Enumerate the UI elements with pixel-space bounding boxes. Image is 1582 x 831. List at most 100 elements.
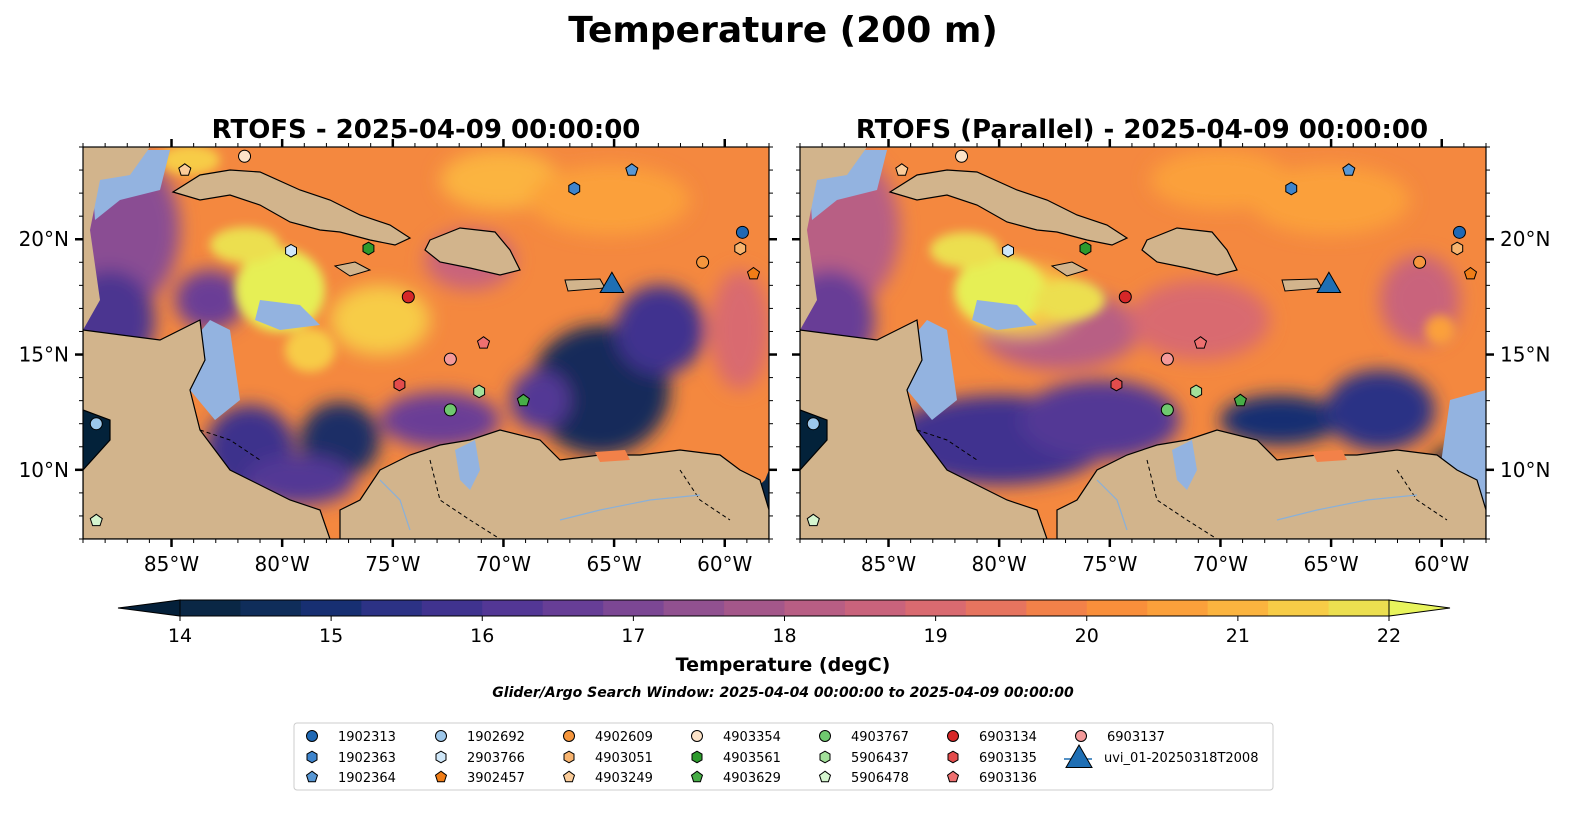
legend-marker xyxy=(818,770,832,783)
legend-entry-5906478: 5906478 xyxy=(818,770,909,786)
legend-entry-4903629: 4903629 xyxy=(690,770,781,786)
platform-marker-1902313 xyxy=(735,225,749,239)
colorbar-swatch xyxy=(905,600,967,616)
lon-tick-label: 60°W xyxy=(697,552,752,576)
land-cuba xyxy=(171,169,412,246)
legend-entry-4903561: 4903561 xyxy=(691,750,781,766)
lat-tick-label: 10°N xyxy=(1500,458,1550,482)
colorbar-swatch xyxy=(844,600,906,616)
legend-label: 3902457 xyxy=(467,771,525,786)
colorbar-swatch xyxy=(1026,600,1088,616)
platform-marker-2903766 xyxy=(285,243,297,258)
platform-marker-6903137 xyxy=(443,352,457,366)
platform-marker-4903767 xyxy=(443,403,457,417)
platform-marker-6903134 xyxy=(1118,290,1132,304)
legend-entry-4903354: 4903354 xyxy=(691,730,781,745)
platform-marker-3902457 xyxy=(746,266,761,280)
platform-marker-4903354 xyxy=(955,149,969,163)
lat-tick-label: 15°N xyxy=(19,343,69,367)
legend-entry-3902457: 3902457 xyxy=(434,770,525,786)
land-central-america xyxy=(83,319,331,539)
colorbar-swatch xyxy=(542,600,604,616)
legend-marker xyxy=(691,730,703,742)
legend-entry-1902364: 1902364 xyxy=(305,770,396,786)
platform-marker-4903561 xyxy=(1079,241,1092,256)
legend-label: 6903136 xyxy=(979,771,1037,786)
lon-tick-label: 65°W xyxy=(1303,552,1358,576)
colorbar-swatch xyxy=(180,600,241,616)
legend-marker xyxy=(1075,730,1087,742)
legend-entry-uvi_01: uvi_01-20250318T2008 xyxy=(1064,744,1258,768)
legend-label: 4903767 xyxy=(851,730,909,745)
legend-label: 4903051 xyxy=(595,751,653,766)
legend-entry-5906437: 5906437 xyxy=(819,750,909,766)
legend-marker xyxy=(946,770,960,783)
legend-label: 6903135 xyxy=(979,751,1037,766)
platform-marker-4903051 xyxy=(1451,241,1464,256)
platform-marker-uvi_01 xyxy=(1316,271,1342,293)
platform-marker-1902363 xyxy=(1285,181,1298,196)
map-field xyxy=(83,147,769,539)
land-central-america xyxy=(800,319,1048,539)
legend-marker xyxy=(819,750,831,764)
legend-label: 1902364 xyxy=(338,771,396,786)
colorbar-swatch xyxy=(784,600,846,616)
panel-title: RTOFS (Parallel) - 2025-04-09 00:00:00 xyxy=(856,115,1428,145)
legend-label: 4902609 xyxy=(595,730,653,745)
land-mexico xyxy=(83,147,150,330)
legend-label: 1902363 xyxy=(338,751,396,766)
lon-tick-label: 80°W xyxy=(972,552,1027,576)
legend-marker xyxy=(690,770,704,783)
colorbar-over-arrow xyxy=(1388,599,1451,617)
platform-marker-1902313 xyxy=(1452,225,1466,239)
land-hispaniola xyxy=(1141,227,1238,276)
legend-marker xyxy=(434,770,448,783)
lon-tick-label: 75°W xyxy=(365,552,420,576)
legend-marker xyxy=(435,730,447,742)
platform-marker-1902364 xyxy=(1342,163,1356,176)
platform-marker-6903135 xyxy=(393,377,406,392)
land-jamaica xyxy=(1050,261,1089,277)
legend-entry-1902363: 1902363 xyxy=(306,750,396,766)
legend-marker xyxy=(305,770,319,783)
platform-marker-4903051 xyxy=(734,241,747,256)
colorbar-ticks: 14 15 16 17 18 19 20 21 22 xyxy=(168,616,1401,647)
legend-entry-4903051: 4903051 xyxy=(563,750,653,766)
lon-tick-label: 75°W xyxy=(1082,552,1137,576)
legend-frame xyxy=(293,722,1274,791)
legend-label: 1902313 xyxy=(338,730,396,745)
lon-tick-label: 65°W xyxy=(586,552,641,576)
lat-tick-label: 20°N xyxy=(1500,227,1550,251)
colorbar: 14 15 16 17 18 19 20 21 22 Temperature (degC) xyxy=(117,599,1451,676)
colorbar-swatch xyxy=(482,600,544,616)
lon-tick-label: 80°W xyxy=(255,552,310,576)
legend-label: 4903561 xyxy=(723,751,781,766)
legend-label: 6903134 xyxy=(979,730,1037,745)
legend-marker xyxy=(563,750,575,764)
legend-marker xyxy=(306,750,318,764)
platform-marker-6903135 xyxy=(1110,377,1123,392)
platform-marker-2903766 xyxy=(1002,243,1014,258)
lon-tick-label: 60°W xyxy=(1414,552,1469,576)
platform-marker-1902364 xyxy=(625,163,639,176)
legend-label: 4903249 xyxy=(595,771,653,786)
platform-legend: 1902313 1902363 1902364 1902692 2903766 39024… xyxy=(293,722,1274,791)
legend-label: 4903629 xyxy=(723,771,781,786)
lon-tick-label: 85°W xyxy=(861,552,916,576)
legend-marker xyxy=(435,750,447,764)
legend-label: 5906437 xyxy=(851,751,909,766)
platform-marker-5906437 xyxy=(1190,384,1203,399)
legend-marker xyxy=(947,750,959,764)
legend-label: 6903137 xyxy=(1107,730,1165,745)
legend-entry-1902313: 1902313 xyxy=(306,730,396,745)
platform-marker-6903134 xyxy=(401,290,415,304)
colorbar-tick-label: 22 xyxy=(1377,625,1401,647)
colorbar-tick-label: 18 xyxy=(772,625,796,647)
platform-marker-4903629 xyxy=(1233,393,1247,407)
platform-marker-5906478 xyxy=(806,513,820,527)
legend-marker xyxy=(563,730,575,742)
colorbar-tick-label: 15 xyxy=(319,625,343,647)
panel-rtofs: RTOFS - 2025-04-09 00:00:00 xyxy=(19,115,777,576)
legend-entry-6903137: 6903137 xyxy=(1075,730,1165,745)
platform-marker-6903137 xyxy=(1160,352,1174,366)
